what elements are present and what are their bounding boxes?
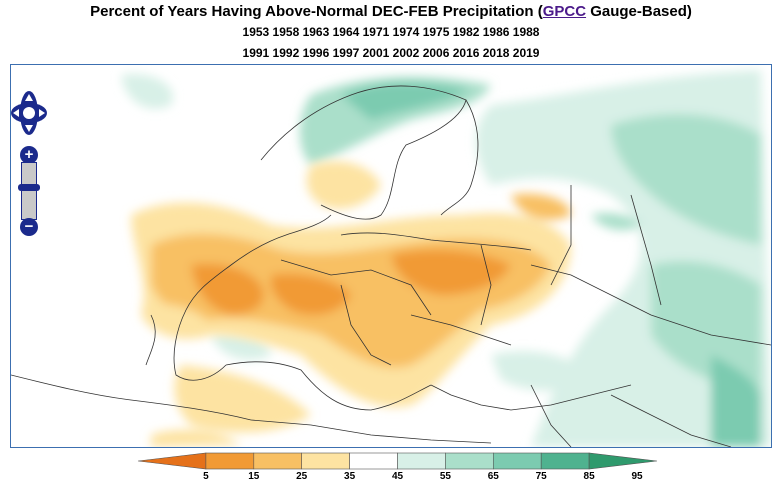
zoom-in-button[interactable]: + <box>20 146 38 164</box>
legend-label: 85 <box>583 471 595 482</box>
pan-down-icon[interactable] <box>25 125 33 132</box>
pan-up-icon[interactable] <box>25 94 33 101</box>
legend-swatch <box>205 452 255 470</box>
map-panel[interactable] <box>10 64 772 448</box>
zoom-slider-handle[interactable] <box>18 184 40 191</box>
legend-label: 15 <box>248 471 260 482</box>
legend-label: 95 <box>631 471 643 482</box>
legend-swatch <box>349 452 398 470</box>
legend-swatch <box>397 452 446 470</box>
orange-regions <box>131 161 571 447</box>
legend-label: 65 <box>487 471 499 482</box>
legend-label: 5 <box>203 471 209 482</box>
map-title: Percent of Years Having Above-Normal DEC… <box>0 3 782 20</box>
years-line-1: 1953 1958 1963 1964 1971 1974 1975 1982 … <box>242 25 540 39</box>
pan-left-icon[interactable] <box>13 109 19 117</box>
legend-label: 25 <box>296 471 308 482</box>
gpcc-link[interactable]: GPCC <box>542 3 587 20</box>
title-suffix: Gauge-Based) <box>586 3 692 20</box>
color-legend-bar <box>137 452 658 470</box>
color-legend: 5 15 25 35 45 55 65 75 85 95 <box>130 452 665 488</box>
zoom-control: + − <box>18 146 40 236</box>
legend-label: 45 <box>391 471 404 482</box>
legend-swatch <box>137 452 207 470</box>
legend-label: 55 <box>439 471 451 482</box>
legend-label: 75 <box>535 471 547 482</box>
legend-swatch <box>445 452 494 470</box>
country-borders <box>11 85 771 447</box>
green-regions <box>121 70 771 447</box>
legend-swatch <box>588 452 658 470</box>
pan-control[interactable] <box>9 85 49 141</box>
legend-swatch <box>540 452 590 470</box>
title-prefix: Percent of Years Having Above-Normal DEC… <box>90 3 543 20</box>
legend-swatch <box>492 452 542 470</box>
precipitation-map <box>11 70 771 447</box>
zoom-out-button[interactable]: − <box>20 218 38 236</box>
years-line-2: 1991 1992 1996 1997 2001 2002 2006 2016 … <box>242 46 540 60</box>
zoom-slider-track[interactable] <box>21 162 37 220</box>
legend-swatch <box>301 452 350 470</box>
pan-right-icon[interactable] <box>39 109 45 117</box>
legend-swatch <box>253 452 303 470</box>
legend-label: 35 <box>344 471 356 482</box>
